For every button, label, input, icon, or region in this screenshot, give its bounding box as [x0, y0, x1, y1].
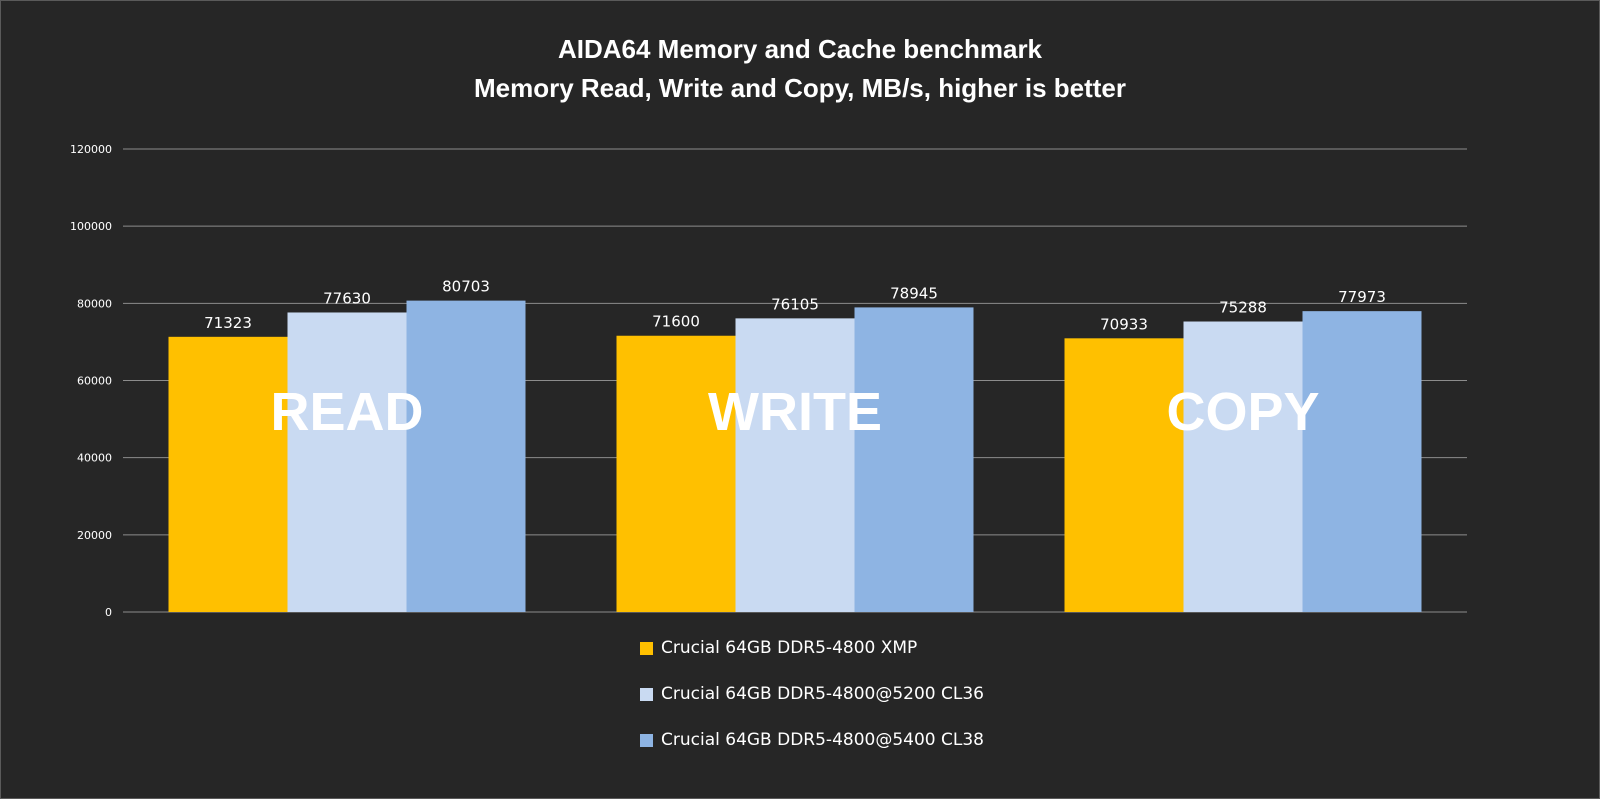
- y-tick-label: 120000: [70, 143, 112, 156]
- data-label: 70933: [1100, 315, 1148, 333]
- legend-item: Crucial 64GB DDR5-4800@5200 CL36: [640, 682, 984, 706]
- y-tick-label: 0: [105, 606, 112, 619]
- chart-title: AIDA64 Memory and Cache benchmark: [557, 34, 1043, 64]
- legend-swatch: [640, 687, 653, 701]
- data-label: 77973: [1338, 288, 1386, 306]
- bar: [854, 307, 974, 612]
- y-tick-label: 80000: [77, 297, 112, 310]
- y-tick-label: 100000: [70, 220, 112, 233]
- legend-label: Crucial 64GB DDR5-4800@5400 CL38: [661, 730, 984, 750]
- y-tick-label: 40000: [77, 452, 112, 465]
- data-label: 71323: [204, 314, 252, 332]
- bar: [1183, 321, 1303, 612]
- bar: [1302, 311, 1422, 612]
- legend-item: Crucial 64GB DDR5-4800@5400 CL38: [640, 728, 984, 752]
- chart-subtitle: Memory Read, Write and Copy, MB/s, highe…: [473, 73, 1127, 103]
- bar: [1064, 338, 1184, 612]
- category-label: WRITE: [708, 382, 882, 442]
- bar: [168, 336, 288, 612]
- y-tick-label: 20000: [77, 529, 112, 542]
- legend-label: Crucial 64GB DDR5-4800 XMP: [661, 638, 918, 658]
- data-label: 78945: [890, 284, 938, 302]
- bar: [735, 318, 855, 612]
- category-label: COPY: [1166, 382, 1319, 442]
- data-label: 76105: [771, 295, 819, 313]
- legend-swatch: [640, 733, 653, 747]
- legend-label: Crucial 64GB DDR5-4800@5200 CL36: [661, 684, 984, 704]
- legend: Crucial 64GB DDR5-4800 XMP Crucial 64GB …: [640, 636, 984, 774]
- legend-swatch: [640, 641, 653, 655]
- bar: [406, 300, 526, 612]
- category-label: READ: [270, 382, 423, 442]
- y-tick-label: 60000: [77, 375, 112, 388]
- data-label: 80703: [442, 278, 490, 296]
- data-label: 77630: [323, 289, 371, 307]
- bar: [616, 335, 736, 612]
- data-label: 71600: [652, 313, 700, 331]
- bar: [287, 312, 407, 612]
- legend-item: Crucial 64GB DDR5-4800 XMP: [640, 636, 984, 660]
- data-label: 75288: [1219, 299, 1267, 317]
